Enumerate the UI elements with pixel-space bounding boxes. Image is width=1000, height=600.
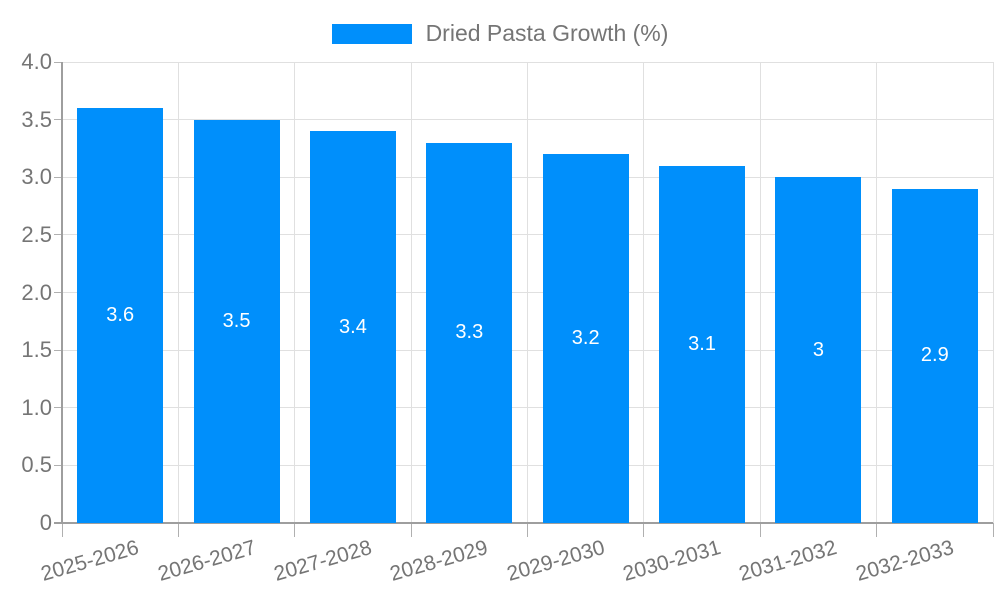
x-gridline: [410, 62, 412, 523]
y-tick-mark: [54, 176, 62, 178]
x-gridline: [876, 62, 878, 523]
y-tick-mark: [54, 292, 62, 293]
x-tick-mark: [527, 523, 528, 537]
bar[interactable]: 3.3: [426, 142, 513, 523]
x-gridline: [992, 62, 994, 523]
y-axis-tick-label: 0: [39, 510, 52, 535]
y-axis-line: [61, 62, 63, 523]
x-gridline: [643, 62, 645, 523]
y-axis-tick-label: 3.5: [21, 106, 52, 132]
y-axis-tick-label: 0.5: [21, 452, 52, 478]
x-gridline: [759, 62, 761, 523]
bar[interactable]: 3.1: [659, 165, 746, 523]
x-tick-mark: [410, 523, 412, 537]
x-gridline: [294, 62, 296, 523]
y-tick-mark: [54, 234, 62, 236]
legend-swatch: [331, 23, 412, 44]
y-tick-mark: [54, 464, 62, 466]
x-tick-mark: [294, 523, 296, 537]
y-axis-tick-label: 2.0: [21, 279, 52, 305]
bar[interactable]: 3.2: [542, 154, 629, 523]
x-tick-mark: [61, 523, 63, 537]
bar-value-label: 3.6: [106, 304, 135, 327]
y-tick-mark: [54, 61, 62, 63]
legend[interactable]: Dried Pasta Growth (%): [0, 20, 1000, 47]
y-tick-mark: [54, 407, 62, 409]
bar-value-label: 3.2: [571, 327, 600, 350]
x-tick-mark: [643, 523, 645, 537]
bar-value-label: 3: [812, 338, 824, 361]
bar-value-label: 3.4: [339, 315, 367, 338]
bar[interactable]: 3.4: [309, 131, 396, 523]
legend-label: Dried Pasta Growth (%): [425, 20, 669, 46]
bar[interactable]: 3: [775, 177, 862, 523]
bar-value-label: 3.5: [222, 309, 251, 332]
bar[interactable]: 2.9: [891, 188, 978, 523]
x-tick-mark: [876, 523, 878, 537]
bar[interactable]: 3.5: [193, 119, 280, 523]
bar-value-label: 3.3: [455, 321, 484, 344]
y-axis-tick-label: 4.0: [21, 49, 52, 74]
x-tick-mark: [177, 523, 179, 537]
x-tick-mark: [759, 523, 761, 537]
y-axis-tick-label: 2.5: [21, 221, 52, 247]
y-axis-tick-label: 1.5: [21, 337, 52, 363]
x-tick-mark: [992, 523, 994, 537]
bar-value-label: 2.9: [920, 344, 949, 367]
bar-value-label: 3.1: [688, 332, 716, 355]
y-tick-mark: [54, 349, 62, 351]
x-gridline: [177, 62, 179, 523]
y-tick-mark: [54, 119, 62, 121]
y-axis-tick-label: 3.0: [21, 164, 52, 190]
x-axis-line: [54, 522, 993, 524]
bar[interactable]: 3.6: [77, 108, 164, 523]
y-axis-tick-label: 1.0: [21, 394, 52, 420]
x-gridline: [527, 62, 528, 523]
